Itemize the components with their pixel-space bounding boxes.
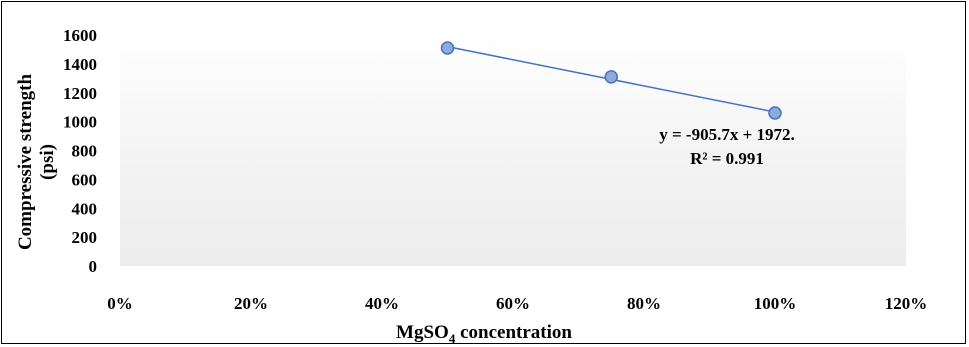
- x-tick-label: 100%: [754, 294, 797, 313]
- x-tick-label: 60%: [496, 294, 530, 313]
- trendline-equation: y = -905.7x + 1972.: [659, 125, 795, 144]
- x-axis-ticks: 0% 20% 40% 60% 80% 100% 120%: [107, 294, 927, 313]
- x-tick-label: 120%: [885, 294, 928, 313]
- y-tick-label: 1200: [63, 84, 97, 103]
- plot-area: [120, 35, 906, 266]
- y-axis-ticks: 0 200 400 600 800 1000 1200 1400 1600: [63, 26, 97, 276]
- data-point: [768, 106, 782, 120]
- x-tick-label: 40%: [365, 294, 399, 313]
- x-tick-label: 0%: [107, 294, 133, 313]
- y-tick-label: 600: [72, 170, 98, 189]
- x-tick-label: 20%: [234, 294, 268, 313]
- y-tick-label: 200: [72, 228, 98, 247]
- x-tick-label: 80%: [627, 294, 661, 313]
- y-tick-label: 0: [89, 257, 98, 276]
- y-tick-label: 1400: [63, 55, 97, 74]
- y-tick-label: 1600: [63, 26, 97, 45]
- y-tick-label: 400: [72, 199, 98, 218]
- y-tick-label: 800: [72, 142, 98, 161]
- y-axis-title-line1: Compressive strength: [15, 74, 36, 251]
- r-squared-label: R² = 0.991: [690, 149, 764, 168]
- data-points: [440, 41, 782, 120]
- x-axis-title: MgSO4 concentration: [396, 322, 572, 346]
- data-point: [604, 70, 618, 84]
- y-axis-title-line2: (psi): [37, 144, 58, 180]
- data-point: [440, 41, 455, 55]
- y-tick-label: 1000: [63, 113, 97, 132]
